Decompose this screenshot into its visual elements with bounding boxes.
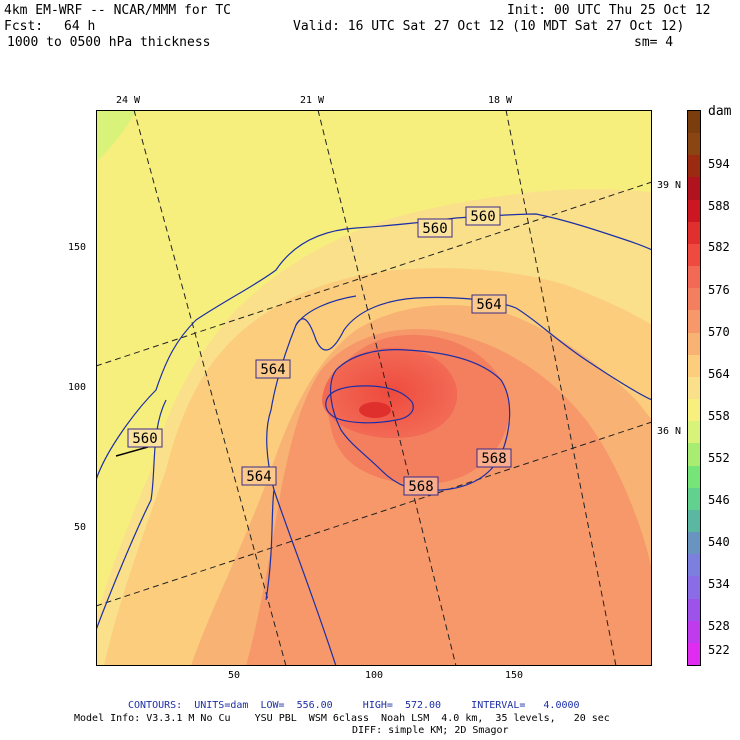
colorbar-label: 552 <box>708 451 730 465</box>
colorbar-band <box>688 354 700 378</box>
smoothing: sm= 4 <box>634 35 674 50</box>
contour-label-564-a: 564 <box>476 297 501 313</box>
colorbar-band <box>688 332 700 356</box>
colorbar-band <box>688 399 700 422</box>
forecast-hour: 64 h <box>64 19 96 34</box>
contour-label-560-b: 560 <box>422 221 447 237</box>
contour-label-568-b: 568 <box>408 479 433 495</box>
colorbar-band <box>688 554 700 577</box>
diffusion-info: DIFF: simple KM; 2D Smagor <box>352 725 509 736</box>
y-tick-150: 150 <box>68 242 87 253</box>
contour-info: CONTOURS: UNITS=dam LOW= 556.00 HIGH= 57… <box>128 700 580 711</box>
colorbar-band <box>688 288 700 311</box>
colorbar-label: 564 <box>708 367 730 381</box>
lat-label-36n: 36 N <box>657 426 682 437</box>
colorbar-band <box>688 443 700 467</box>
colorbar-band <box>688 509 700 533</box>
colorbar-label: 582 <box>708 240 730 254</box>
colorbar-band <box>688 576 700 600</box>
colorbar-unit: dam <box>708 104 732 119</box>
model-info: Model Info: V3.3.1 M No Cu YSU PBL WSM 6… <box>74 713 610 724</box>
lon-label-24w: 24 W <box>116 95 141 106</box>
colorbar-band <box>688 155 700 178</box>
contour-label-568-a: 568 <box>481 451 506 467</box>
colorbar-band <box>688 221 700 245</box>
contour-label-564-b: 564 <box>260 362 285 378</box>
colorbar-label: 588 <box>708 199 730 213</box>
colorbar-label: 540 <box>708 535 730 549</box>
contour-label-560-a: 560 <box>132 431 157 447</box>
lon-label-18w: 18 W <box>488 95 513 106</box>
colorbar-band <box>688 111 700 134</box>
y-tick-50: 50 <box>74 522 87 533</box>
colorbar-band <box>688 421 700 444</box>
colorbar-band <box>688 376 700 400</box>
x-tick-50: 50 <box>228 670 241 681</box>
contour-label-564-c: 564 <box>246 469 271 485</box>
lat-label-39n: 39 N <box>657 180 682 191</box>
contour-label-560-c: 560 <box>470 209 495 225</box>
x-tick-150: 150 <box>505 670 524 681</box>
field-name: 1000 to 0500 hPa thickness <box>7 35 211 50</box>
colorbar-band <box>688 199 700 223</box>
model-title: 4km EM-WRF -- NCAR/MMM for TC <box>4 3 231 18</box>
colorbar-label: 558 <box>708 409 730 423</box>
thickness-map: 560 560 560 564 564 564 568 568 <box>96 110 652 666</box>
lon-label-21w: 21 W <box>300 95 325 106</box>
colorbar-label: 546 <box>708 493 730 507</box>
colorbar-band <box>688 465 700 489</box>
y-tick-100: 100 <box>68 382 87 393</box>
colorbar-band <box>688 310 700 334</box>
colorbar-label: 570 <box>708 325 730 339</box>
colorbar-label: 576 <box>708 283 730 297</box>
colorbar-label: 528 <box>708 619 730 633</box>
colorbar-label: 534 <box>708 577 730 591</box>
colorbar-band <box>688 177 700 201</box>
colorbar-band <box>688 133 700 156</box>
colorbar-label: 522 <box>708 643 730 657</box>
colorbar-band <box>688 266 700 289</box>
colorbar-band <box>688 620 700 644</box>
init-time: Init: 00 UTC Thu 25 Oct 12 <box>507 3 711 18</box>
colorbar-band <box>688 532 700 555</box>
colorbar-band <box>688 642 700 666</box>
x-tick-100: 100 <box>365 670 384 681</box>
colorbar-band <box>688 243 700 267</box>
valid-time: Valid: 16 UTC Sat 27 Oct 12 (10 MDT Sat … <box>293 19 685 34</box>
colorbar <box>687 110 701 666</box>
colorbar-band <box>688 598 700 622</box>
colorbar-band <box>688 487 700 511</box>
forecast-label: Fcst: <box>4 19 44 34</box>
colorbar-label: 594 <box>708 157 730 171</box>
